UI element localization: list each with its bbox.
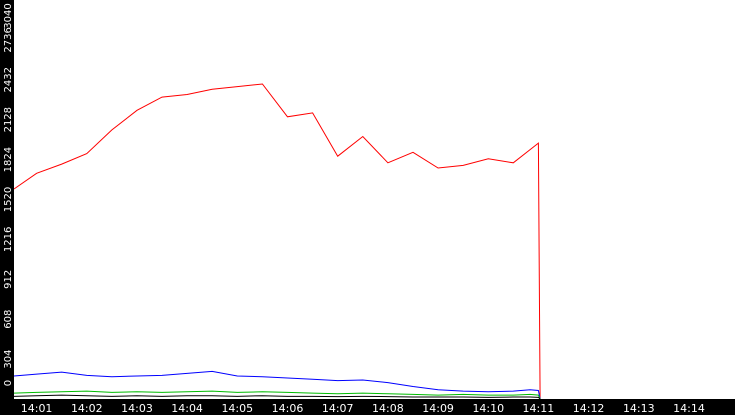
y-tick-label: 2128: [3, 107, 14, 132]
x-tick-label: 14:13: [623, 402, 655, 415]
series-line-4: [13, 394, 541, 400]
x-axis-band: [0, 399, 735, 415]
y-tick-label: 1824: [3, 147, 14, 172]
y-tick-label: 608: [3, 310, 14, 329]
y-tick-label: 0: [3, 380, 14, 386]
y-tick-label: 1520: [3, 187, 14, 212]
x-tick-label: 14:12: [573, 402, 605, 415]
x-tick-label: 14:04: [171, 402, 203, 415]
series-line-2: [13, 370, 541, 400]
x-tick-label: 14:02: [71, 402, 103, 415]
series-line-1: [13, 83, 541, 400]
y-tick-label: 1216: [3, 227, 14, 252]
y-tick-label: 2432: [3, 67, 14, 92]
x-tick-label: 14:10: [472, 402, 504, 415]
x-axis-ticks: 14:01 14:02 14:03 14:04 14:05 14:06 14:07 14:08…: [21, 402, 705, 415]
y-tick-label: 304: [3, 350, 14, 369]
x-tick-label: 14:06: [272, 402, 304, 415]
y-tick-label: 2736: [3, 27, 14, 52]
x-tick-label: 14:14: [673, 402, 705, 415]
y-tick-label: 3040: [3, 3, 14, 28]
x-tick-label: 14:01: [21, 402, 53, 415]
x-tick-label: 14:08: [372, 402, 404, 415]
x-tick-label: 14:11: [523, 402, 555, 415]
x-tick-label: 14:09: [422, 402, 454, 415]
y-axis-band: [0, 0, 14, 415]
series-line-3: [13, 390, 541, 400]
x-tick-label: 14:05: [221, 402, 253, 415]
y-tick-label: 912: [3, 270, 14, 289]
series-layer: [13, 83, 541, 400]
x-tick-label: 14:03: [121, 402, 153, 415]
x-tick-label: 14:07: [322, 402, 354, 415]
